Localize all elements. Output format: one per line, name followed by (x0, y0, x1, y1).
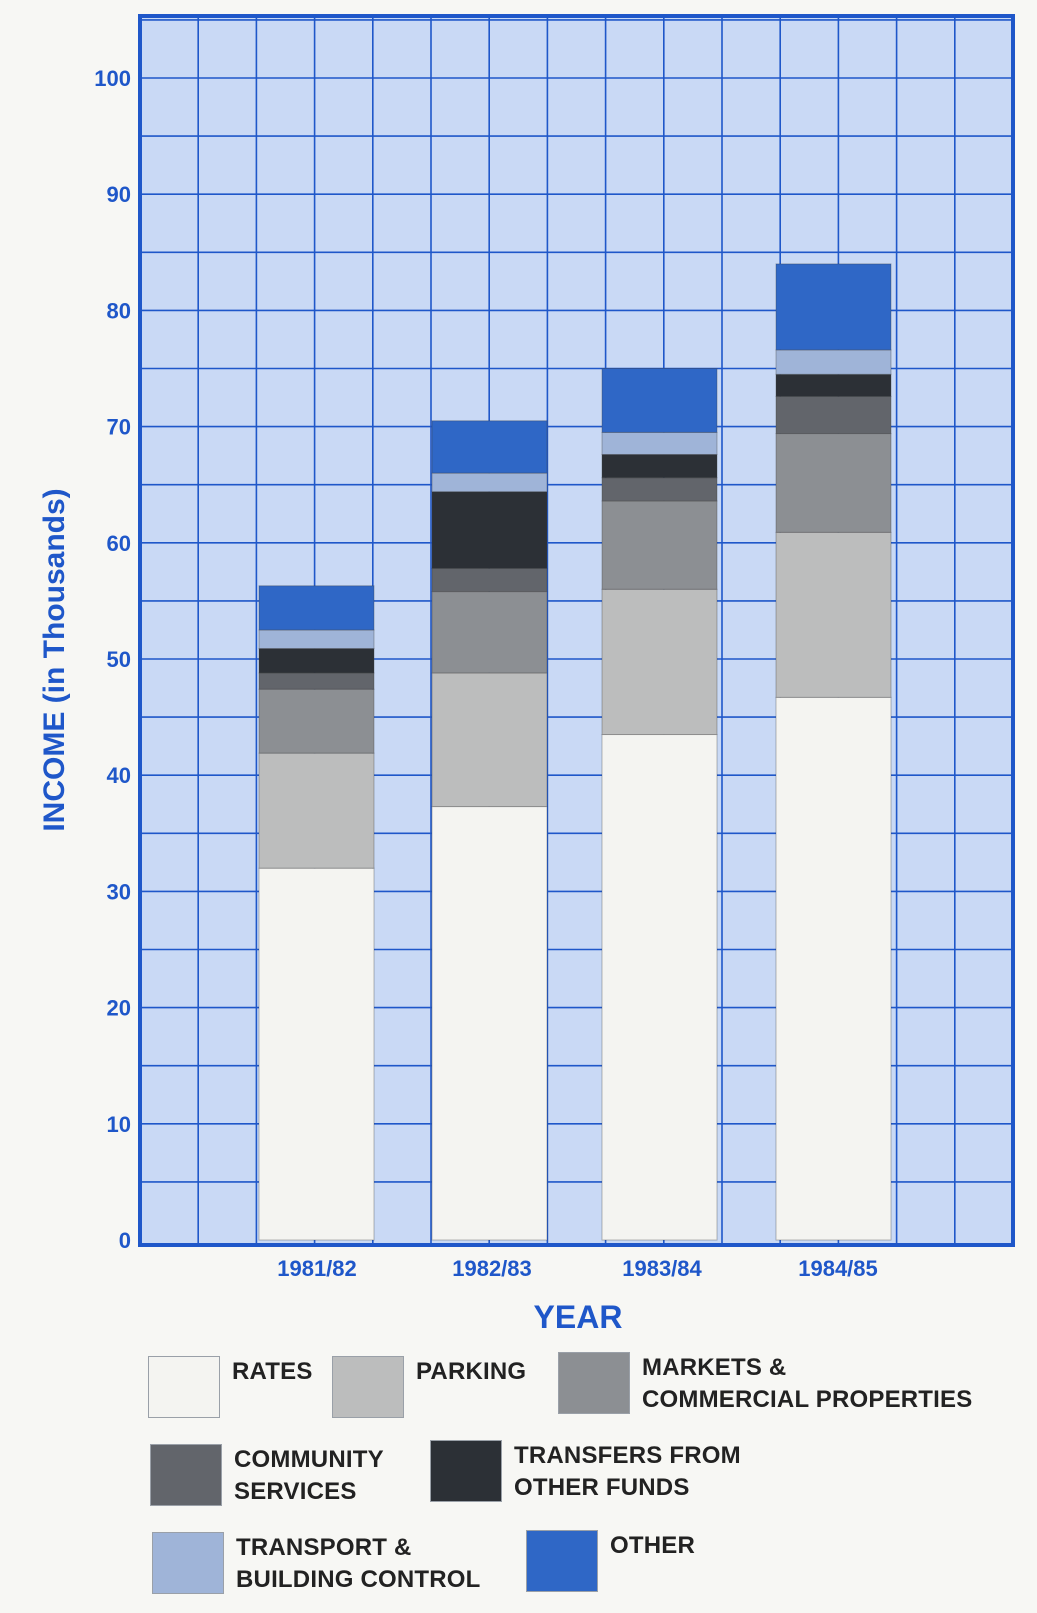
x-tick-label: 1983/84 (622, 1256, 702, 1281)
bar-segment (431, 491, 548, 569)
y-tick-label: 90 (107, 182, 131, 207)
bar-segment (601, 477, 718, 502)
y-tick-label: 30 (107, 879, 131, 904)
bar-segment (258, 752, 375, 869)
bar-segment (258, 672, 375, 690)
y-tick-label: 50 (107, 647, 131, 672)
bar-segment (431, 591, 548, 674)
plot-frame (138, 14, 1015, 1247)
x-tick-label: 1982/83 (452, 1256, 532, 1281)
bar-segment (775, 531, 892, 698)
bar-segment (601, 368, 718, 433)
y-tick-label: 70 (107, 415, 131, 440)
y-tick-label: 100 (94, 66, 131, 91)
bar-segment (775, 263, 892, 351)
x-tick-label: 1984/85 (798, 1256, 878, 1281)
bar-segment (775, 349, 892, 375)
bar-segment (258, 648, 375, 674)
bar-segment (431, 806, 548, 1241)
bar-segment (431, 567, 548, 593)
bar-segment (601, 431, 718, 455)
y-tick-label: 10 (107, 1112, 131, 1137)
bar-segment (775, 395, 892, 435)
bar-segment (775, 433, 892, 533)
bar-segment (601, 453, 718, 479)
bar-segment (775, 696, 892, 1241)
y-axis-ticks: 0 10 20 30 40 50 60 70 80 90 100 (94, 66, 131, 1253)
bar-segment (431, 420, 548, 474)
x-tick-label: 1981/82 (277, 1256, 357, 1281)
bar-segment (431, 672, 548, 808)
x-axis-label: YEAR (534, 1299, 623, 1335)
bar-segment (775, 373, 892, 397)
y-tick-label: 0 (119, 1228, 131, 1253)
x-axis-ticks: 1981/82 1982/83 1983/84 1984/85 (277, 1256, 878, 1281)
y-tick-label: 20 (107, 996, 131, 1021)
bar-segment (258, 629, 375, 650)
bar-segment (601, 734, 718, 1241)
bar-segment (258, 688, 375, 754)
bar-segment (258, 867, 375, 1241)
y-axis-label: INCOME (in Thousands) (38, 488, 71, 831)
bar-segment (431, 472, 548, 493)
y-tick-label: 60 (107, 531, 131, 556)
y-tick-label: 40 (107, 763, 131, 788)
bars (258, 263, 892, 1241)
y-tick-label: 80 (107, 298, 131, 323)
bar-segment (601, 500, 718, 590)
bar-segment (601, 588, 718, 736)
bar-segment (258, 585, 375, 631)
